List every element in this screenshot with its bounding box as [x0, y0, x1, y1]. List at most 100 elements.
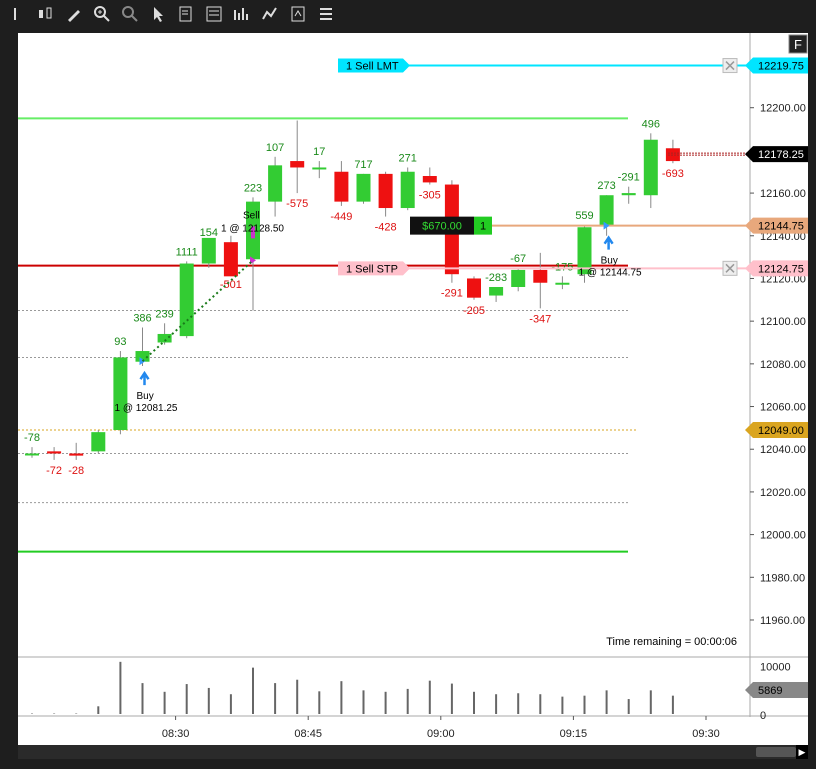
bar-delta-label: -283 [485, 272, 507, 284]
bar-type-icon[interactable] [8, 4, 28, 24]
bar-delta-label: -428 [375, 222, 397, 234]
execution-detail-label: 1 @ 12128.50 [221, 223, 284, 234]
data-box-icon[interactable] [176, 4, 196, 24]
properties-icon[interactable] [204, 4, 224, 24]
sell-arrow-icon [251, 226, 255, 239]
bar-body [47, 451, 62, 454]
bar-body [91, 432, 106, 452]
execution-side-label: Buy [137, 391, 154, 402]
price-tick-label: 12040.00 [760, 444, 806, 456]
scrollbar-thumb[interactable] [756, 747, 796, 757]
order-price-label: 12124.75 [758, 263, 804, 275]
horizontal-scrollbar[interactable]: ▶ [18, 745, 808, 759]
bar-delta-label: 107 [266, 142, 284, 154]
execution-detail-label: 1 @ 12144.75 [579, 268, 642, 279]
draw-pencil-icon[interactable] [64, 4, 84, 24]
price-tick-label: 12200.00 [760, 103, 806, 115]
price-tick-label: 12140.00 [760, 231, 806, 243]
position-price-label: 12144.75 [758, 221, 804, 233]
order-tag [338, 261, 410, 276]
position-price-tag [745, 217, 808, 234]
price-tick-label: 11960.00 [760, 615, 805, 627]
price-tick-label: 12100.00 [760, 316, 806, 328]
time-tick-label: 09:00 [427, 728, 455, 740]
list-icon[interactable] [316, 4, 336, 24]
entry-price-tag [745, 422, 808, 439]
bar-delta-label: 17 [313, 146, 325, 158]
position-pnl: $670.00 [422, 221, 462, 233]
last-price-label: 12178.25 [758, 149, 804, 161]
bar-delta-label: 271 [399, 152, 417, 164]
position-pnl-box [410, 216, 474, 235]
time-remaining-label: Time remaining = 00:00:06 [606, 636, 737, 648]
bar-body [467, 278, 481, 298]
bar-delta-label: -693 [662, 168, 684, 180]
entry-price-label: 12049.00 [758, 425, 804, 437]
order-price-tag [745, 260, 808, 277]
execution-side-label: Sell [243, 210, 260, 221]
price-tick-label: 12020.00 [760, 487, 806, 499]
position-qty-box [474, 216, 492, 235]
bar-delta-label: 559 [575, 210, 593, 222]
bar-body [533, 269, 548, 283]
bar-body [290, 161, 305, 168]
format-button-label: F [794, 37, 802, 52]
order-tag [338, 58, 410, 73]
cursor-pointer-icon[interactable] [148, 4, 168, 24]
price-tick-label: 12000.00 [760, 530, 806, 542]
chart-toolbar [0, 0, 816, 28]
time-tick-label: 09:30 [692, 728, 720, 740]
execution-detail-label: 1 @ 12081.25 [115, 403, 178, 414]
time-tick-label: 08:45 [294, 728, 322, 740]
price-tick-label: 11980.00 [760, 572, 805, 584]
zoom-in-icon[interactable] [92, 4, 112, 24]
bar-body [555, 282, 570, 285]
bar-body [378, 173, 393, 209]
bar-delta-label: 154 [200, 227, 218, 239]
bar-delta-label: -501 [220, 279, 242, 291]
bar-delta-label: -67 [510, 253, 526, 265]
cancel-order-icon-x [725, 61, 735, 71]
bar-delta-label: -575 [286, 198, 308, 210]
bar-delta-label: -291 [441, 288, 463, 300]
time-tick-label: 08:30 [162, 728, 190, 740]
bar-body [400, 171, 415, 209]
order-tag-label: 1 Sell LMT [346, 61, 399, 73]
bar-body [69, 453, 84, 456]
bar-body [25, 453, 39, 456]
bar-body [268, 165, 283, 202]
bar-delta-label: 1111 [176, 246, 198, 258]
bar-body [157, 333, 172, 343]
price-tick-label: 12160.00 [760, 188, 806, 200]
strategies-icon[interactable] [260, 4, 280, 24]
order-price-tag [745, 57, 808, 74]
indicators-icon[interactable] [232, 4, 252, 24]
bar-delta-label: 93 [114, 336, 126, 348]
price-tick-label: 12120.00 [760, 273, 806, 285]
bar-delta-label: -72 [46, 465, 62, 477]
bar-delta-label: 273 [597, 180, 615, 192]
bar-body [334, 171, 349, 202]
bar-body [422, 176, 437, 183]
bar-delta-label: -305 [419, 190, 441, 202]
position-qty: 1 [480, 221, 486, 233]
bar-delta-label: -28 [68, 465, 84, 477]
bar-body [621, 193, 636, 196]
scroll-right-arrow-icon[interactable]: ▶ [796, 745, 808, 759]
bar-body [223, 242, 238, 277]
bar-body [179, 263, 194, 337]
bar-body [312, 167, 327, 170]
candlestick-icon[interactable] [36, 4, 56, 24]
price-tick-label: 12080.00 [760, 359, 806, 371]
bar-body [201, 237, 216, 264]
cancel-order-icon-x [725, 263, 735, 273]
bar-body [577, 227, 592, 275]
format-button[interactable] [788, 34, 808, 54]
execution-marker [250, 256, 256, 265]
price-tick-label: 12060.00 [760, 402, 806, 414]
bar-delta-label: -205 [463, 305, 485, 317]
bar-body [643, 139, 658, 196]
zoom-out-icon[interactable] [120, 4, 140, 24]
templates-icon[interactable] [288, 4, 308, 24]
